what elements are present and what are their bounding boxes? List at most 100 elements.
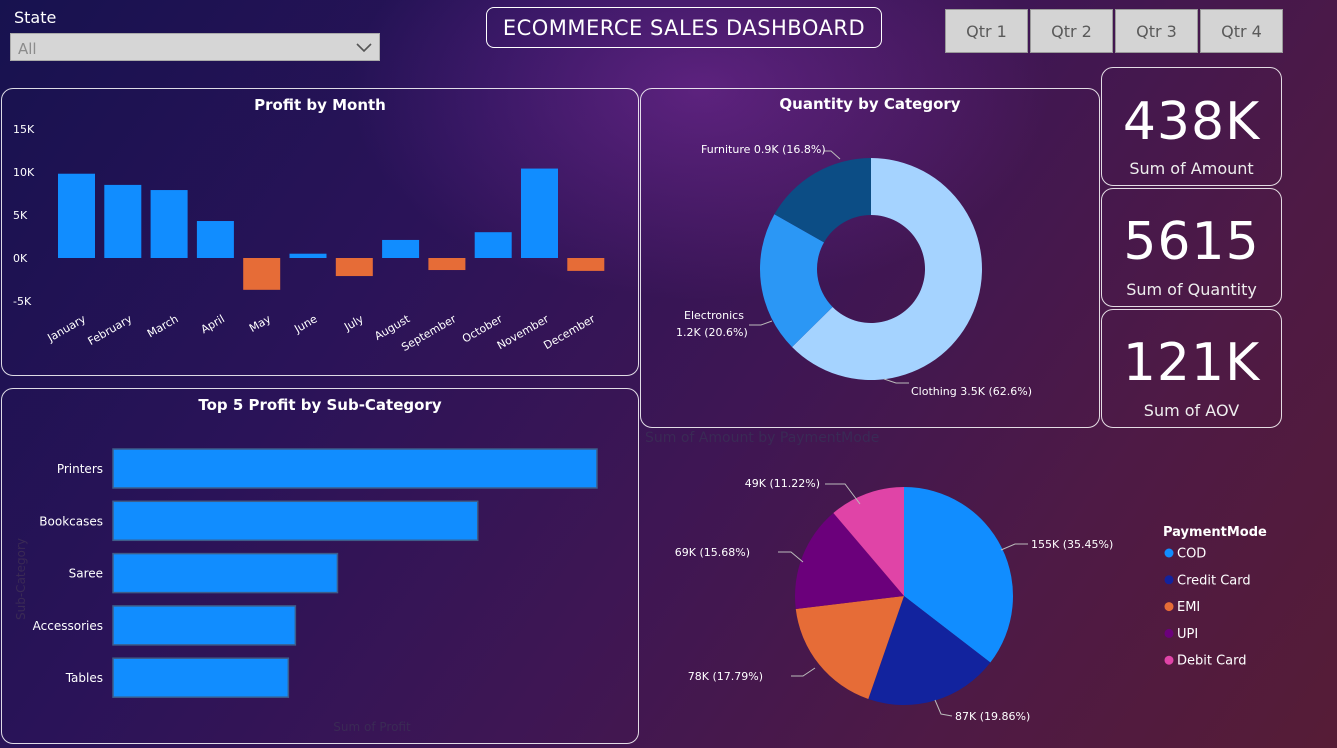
- profit-by-month-panel: Profit by Month 15K 10K 5K 0K -5K January Febr…: [1, 88, 639, 376]
- leader-line: [791, 667, 816, 677]
- bar-september: [428, 258, 466, 271]
- leader-line: [1000, 543, 1028, 551]
- data-label-upi: 69K (15.68%): [675, 546, 750, 559]
- pie-slice-emi: [795, 596, 904, 699]
- dashboard-title-text: ECOMMERCE SALES DASHBOARD: [502, 15, 866, 40]
- leader-line: [749, 320, 773, 326]
- x-tick-label-may: May: [247, 312, 274, 335]
- data-label-debit-card: 49K (11.22%): [745, 477, 820, 490]
- state-dropdown-value: All: [18, 40, 37, 58]
- x-tick-label-march: March: [145, 312, 181, 340]
- top5-profit-chart: Printers Bookcases Saree Accessories Tables S…: [14, 448, 598, 734]
- leader-line: [824, 150, 841, 160]
- legend-item-cod: COD: [1177, 547, 1206, 562]
- legend-item-credit-card: Credit Card: [1177, 573, 1251, 588]
- bar-november: [521, 168, 558, 258]
- hbar-bookcases: [112, 500, 479, 542]
- data-label-electronics-value: 1.2K (20.6%): [676, 326, 748, 339]
- pie-slice-upi: [795, 512, 904, 609]
- chevron-down-icon: [356, 43, 372, 53]
- y-tick-label-accessories: Accessories: [33, 619, 103, 633]
- quantity-by-category-panel: Quantity by Category Clothing 3.5K (62.6…: [640, 88, 1100, 428]
- data-label-electronics-name: Electronics: [684, 309, 744, 322]
- leader-line: [825, 483, 861, 505]
- top5-profit-panel: Top 5 Profit by Sub-Category Printers Boo…: [1, 388, 639, 744]
- kpi-quantity-label: Sum of Quantity: [1126, 280, 1257, 299]
- y-tick-label: 15K: [13, 123, 35, 136]
- donut-slice-electronics: [760, 214, 833, 347]
- y-tick-label-saree: Saree: [69, 567, 103, 581]
- y-tick-label: 10K: [13, 166, 35, 179]
- quantity-by-category-title: Quantity by Category: [779, 95, 961, 113]
- quantity-by-category-chart: Clothing 3.5K (62.6%) Electronics 1.2K (20…: [676, 143, 1032, 398]
- data-label-furniture: Furniture 0.9K (16.8%): [701, 143, 826, 156]
- bar-december: [567, 258, 605, 271]
- bar-january: [58, 173, 95, 258]
- leader-line: [883, 378, 909, 384]
- x-tick-label-november: November: [495, 312, 551, 352]
- data-label-clothing: Clothing 3.5K (62.6%): [911, 385, 1032, 398]
- kpi-amount-label: Sum of Amount: [1129, 159, 1254, 178]
- profit-by-month-title: Profit by Month: [254, 96, 386, 114]
- y-tick-label-bookcases: Bookcases: [39, 514, 103, 528]
- hbar-accessories: [112, 605, 297, 646]
- kpi-amount-value: 438K: [1122, 92, 1261, 152]
- bar-april: [196, 221, 234, 258]
- legend-item-upi: UPI: [1177, 627, 1198, 642]
- bar-july: [335, 258, 373, 277]
- bar-may: [243, 258, 281, 290]
- x-tick-label-april: April: [199, 312, 227, 336]
- top5-profit-title: Top 5 Profit by Sub-Category: [198, 396, 442, 414]
- leader-line: [934, 699, 953, 717]
- kpi-quantity-value: 5615: [1123, 212, 1260, 272]
- legend-dot-emi: [1164, 602, 1174, 612]
- kpi-card-amount: 438K Sum of Amount: [1101, 67, 1282, 186]
- bar-october: [474, 232, 512, 258]
- bar-february: [104, 184, 142, 258]
- data-label-emi: 78K (17.79%): [688, 670, 763, 683]
- pie-slice-credit-card: [868, 596, 991, 705]
- pie-slice-debit-card: [833, 487, 904, 596]
- x-tick-label-january: January: [45, 312, 89, 345]
- x-tick-label-february: February: [86, 312, 135, 348]
- legend-dot-credit-card: [1164, 575, 1174, 585]
- data-label-cod: 155K (35.45%): [1031, 538, 1113, 551]
- bar-june: [289, 253, 327, 258]
- x-tick-label-july: July: [341, 312, 366, 334]
- legend-dot-debit-card: [1164, 655, 1174, 665]
- payment-pie-title: Sum of Amount by PaymentMode: [645, 430, 880, 446]
- y-tick-label: 0K: [13, 252, 28, 265]
- qtr-4-button[interactable]: Qtr 4: [1200, 9, 1283, 53]
- payment-mode-chart: 155K (35.45%) 87K (19.86%) 78K (17.79%) 69K…: [675, 477, 1267, 723]
- hbar-saree: [112, 552, 339, 594]
- data-label-credit-card: 87K (19.86%): [955, 710, 1030, 723]
- legend-dot-upi: [1164, 628, 1174, 638]
- kpi-card-quantity: 5615 Sum of Quantity: [1101, 188, 1282, 307]
- y-tick-label-printers: Printers: [57, 462, 103, 476]
- qtr-2-button[interactable]: Qtr 2: [1030, 9, 1113, 53]
- qtr-3-button[interactable]: Qtr 3: [1115, 9, 1198, 53]
- y-axis-label: Sub-Category: [14, 538, 28, 620]
- state-dropdown[interactable]: All: [10, 33, 380, 61]
- legend-title: PaymentMode: [1163, 525, 1267, 540]
- y-tick-label: -5K: [13, 295, 32, 308]
- dashboard-title: ECOMMERCE SALES DASHBOARD: [486, 7, 882, 48]
- legend-dot-cod: [1164, 548, 1174, 558]
- bar-august: [382, 239, 420, 258]
- donut-slice-clothing: [792, 158, 982, 380]
- legend-item-emi: EMI: [1177, 600, 1200, 615]
- qtr-1-button[interactable]: Qtr 1: [945, 9, 1028, 53]
- hbar-printers: [112, 448, 598, 489]
- kpi-card-aov: 121K Sum of AOV: [1101, 309, 1282, 428]
- y-tick-label: 5K: [13, 209, 28, 222]
- hbar-tables: [112, 657, 290, 698]
- legend-item-debit-card: Debit Card: [1177, 654, 1247, 669]
- x-tick-label-june: June: [291, 312, 319, 336]
- y-tick-label-tables: Tables: [65, 671, 103, 685]
- leader-line: [778, 551, 804, 563]
- state-label: State: [14, 8, 57, 27]
- kpi-aov-value: 121K: [1122, 333, 1261, 393]
- donut-slice-furniture: [774, 158, 871, 243]
- kpi-aov-label: Sum of AOV: [1143, 401, 1240, 420]
